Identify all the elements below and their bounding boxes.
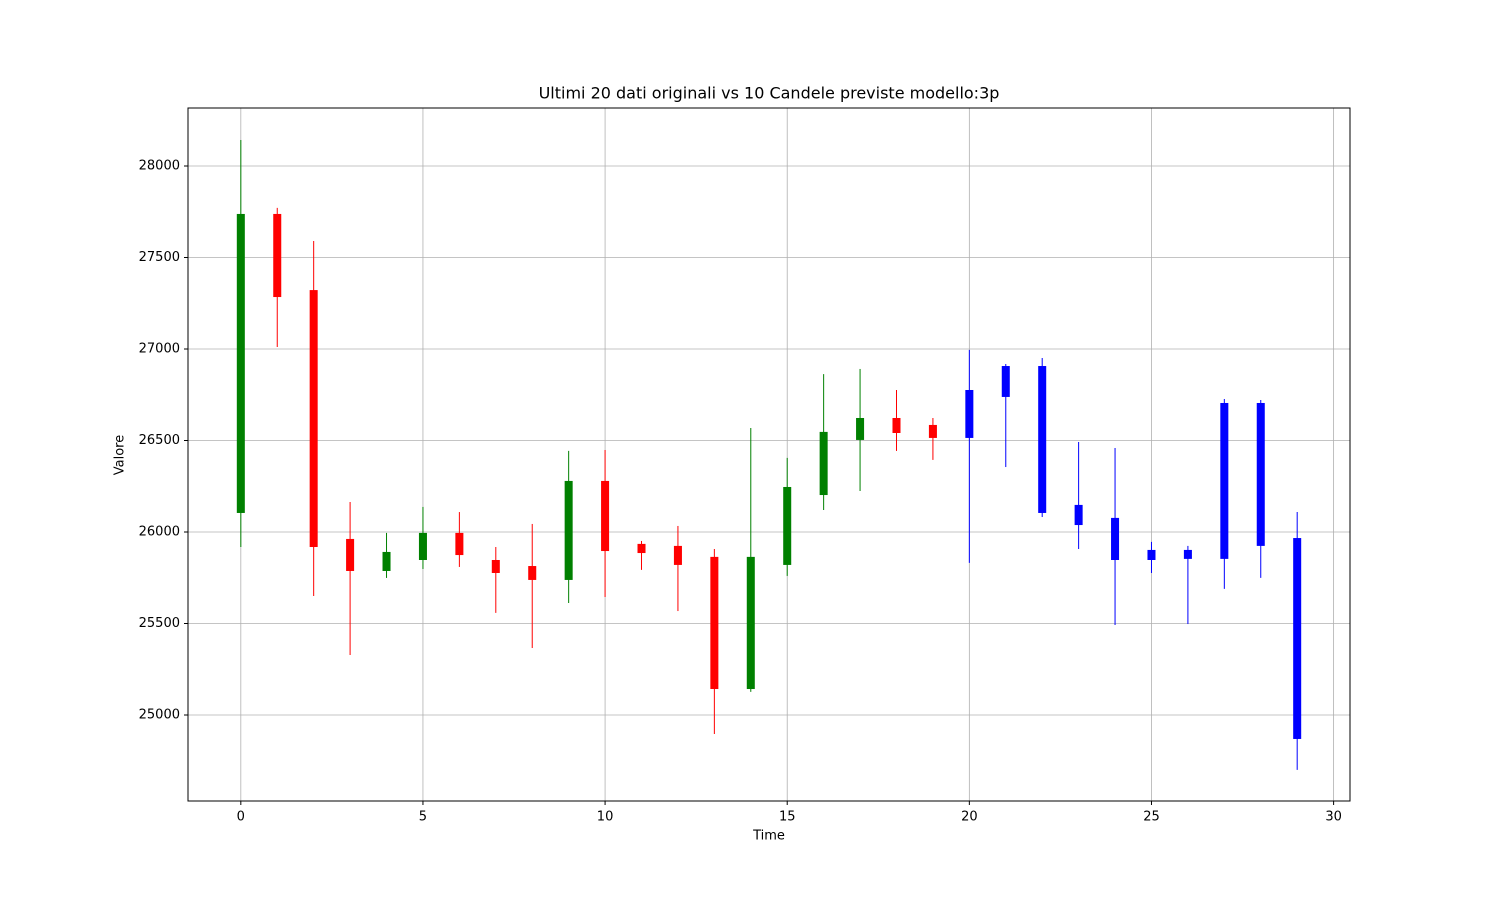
candle-body <box>856 417 865 440</box>
chart-title: Ultimi 20 dati originali vs 10 Candele p… <box>539 84 1000 103</box>
candle-body <box>1293 538 1302 739</box>
plot-frame <box>187 107 1351 802</box>
x-tick-label: 30 <box>1325 810 1342 825</box>
candle-body <box>1111 517 1120 560</box>
candle-body <box>346 538 355 571</box>
candle-body <box>1183 549 1192 559</box>
candle-body <box>637 543 646 554</box>
y-tick-label: 27500 <box>139 250 180 265</box>
candle-body <box>1001 366 1010 397</box>
y-tick-label: 25500 <box>139 616 180 631</box>
candle-body <box>819 431 828 496</box>
candle-body <box>455 532 464 556</box>
candle-body <box>1038 366 1047 513</box>
candle-body <box>1220 402 1229 559</box>
candle-body <box>783 486 792 565</box>
candle-body <box>236 213 245 513</box>
candle-body <box>528 566 537 580</box>
candle-body <box>673 545 682 565</box>
candle-body <box>418 532 427 560</box>
y-tick-label: 26000 <box>139 524 180 539</box>
x-tick-label: 10 <box>597 810 614 825</box>
candle-body <box>1256 402 1265 546</box>
candle-body <box>710 556 719 690</box>
x-tick-label: 0 <box>237 810 245 825</box>
candle-body <box>273 213 282 298</box>
candle-body <box>309 290 318 548</box>
x-tick-label: 20 <box>961 810 978 825</box>
candle-body <box>746 556 755 690</box>
candle-body <box>564 480 573 580</box>
candle-body <box>892 417 901 433</box>
x-tick-label: 15 <box>779 810 796 825</box>
candle-body <box>491 559 500 573</box>
candle-body <box>928 424 937 438</box>
x-axis-label: Time <box>752 829 785 844</box>
y-tick-label: 25000 <box>139 707 180 722</box>
candle-body <box>965 389 974 438</box>
y-tick-label: 27000 <box>139 342 180 357</box>
candle-body <box>601 480 610 552</box>
x-tick-label: 25 <box>1143 810 1160 825</box>
candle-body <box>1074 504 1083 526</box>
x-tick-label: 5 <box>419 810 427 825</box>
y-axis-label: Valore <box>113 435 128 475</box>
candle-body <box>1147 549 1156 560</box>
candle-body <box>382 551 391 571</box>
y-tick-label: 26500 <box>139 433 180 448</box>
y-tick-label: 28000 <box>139 159 180 174</box>
